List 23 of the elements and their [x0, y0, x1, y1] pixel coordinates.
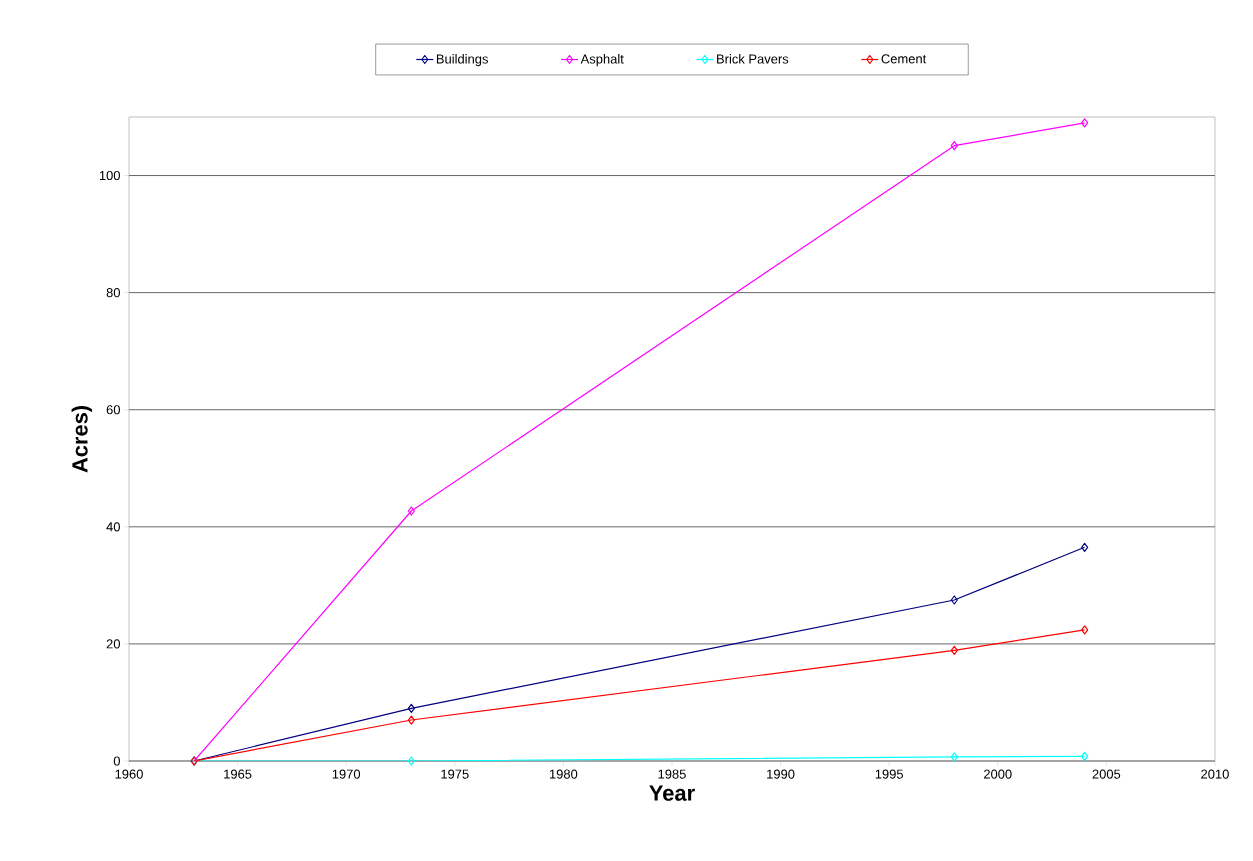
x-tick-label: 2005: [1092, 769, 1121, 779]
x-tick-label: 1970: [332, 769, 361, 779]
x-axis-title: Year: [649, 785, 695, 801]
x-tick-label: 1965: [224, 769, 252, 779]
legend-label: Asphalt: [580, 54, 624, 67]
y-tick-label: 40: [106, 522, 120, 532]
x-tick-label: 1990: [767, 769, 795, 779]
x-tick-label: 2000: [984, 769, 1012, 779]
x-tick-label: 1980: [549, 769, 578, 779]
y-tick-label: 60: [106, 405, 120, 415]
y-tick-label: 0: [113, 756, 120, 766]
legend-label: Cement: [881, 54, 927, 64]
x-tick-label: 1975: [441, 769, 469, 779]
y-tick-label: 20: [106, 639, 120, 649]
x-tick-label: 1960: [115, 769, 143, 779]
y-axis-title: Acres): [71, 406, 93, 473]
legend-label: Buildings: [436, 54, 488, 67]
y-tick-label: 80: [106, 288, 120, 298]
y-tick-label: 100: [99, 170, 120, 181]
x-tick-label: 2010: [1201, 769, 1229, 779]
x-tick-label: 1995: [875, 769, 904, 779]
x-tick-label: 1985: [658, 769, 686, 779]
legend-label: Brick Pavers: [717, 54, 789, 64]
